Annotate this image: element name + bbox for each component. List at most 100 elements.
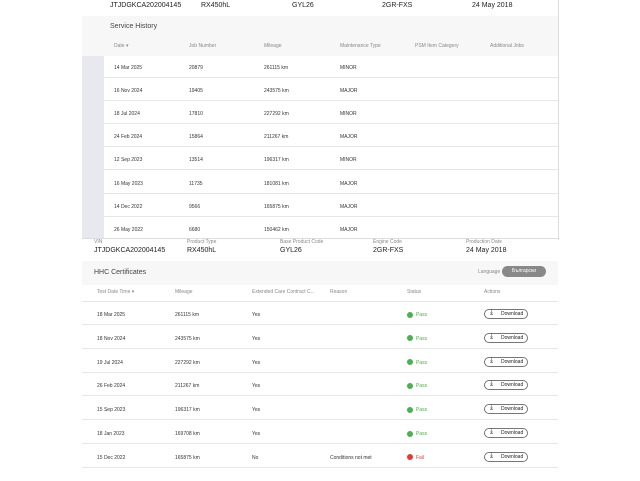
download-button[interactable]: Download — [484, 309, 528, 319]
cell: MINOR — [340, 157, 357, 164]
vehicle-value: JTJDGKCA202004145 — [110, 2, 182, 9]
cell: 9566 — [189, 203, 201, 210]
vehicle-value: GYL26 — [292, 2, 314, 9]
language-label: Language — [478, 269, 501, 275]
row-divider — [104, 215, 558, 217]
download-button[interactable]: Download — [484, 404, 528, 415]
cell: 211267 km — [264, 134, 289, 141]
status-text: Fail — [416, 454, 425, 461]
vehicle-value: 24 May 2018 — [466, 247, 507, 254]
vehicle-value: 2GR-FXS — [373, 247, 404, 254]
cell: 24 Feb 2024 — [114, 134, 143, 141]
cell: Yes — [252, 312, 261, 318]
column-header[interactable]: Date ▾ — [114, 43, 129, 49]
cell: MAJOR — [340, 180, 358, 187]
row-divider — [104, 146, 558, 148]
vehicle-label: Product Type — [187, 239, 217, 245]
row-divider — [82, 347, 558, 349]
cell: 16 Nov 2024 — [114, 88, 143, 95]
cell: 18 Mar 2025 — [97, 312, 126, 318]
cell: Yes — [252, 431, 261, 437]
vehicle-value: 2GR-FXS — [382, 2, 413, 9]
service-history-panel: Service History JTJDGKCA202004145 RX450hL… — [82, 0, 559, 240]
row-divider — [82, 443, 558, 444]
status-icon — [407, 311, 413, 318]
download-button[interactable]: Download — [484, 428, 528, 438]
download-button[interactable]: Download — [484, 380, 528, 391]
status-icon — [407, 382, 413, 389]
status-icon — [407, 359, 413, 366]
column-header: Maintenance Type — [340, 43, 381, 49]
row-divider — [82, 371, 558, 373]
row-divider — [104, 77, 558, 78]
cell: MAJOR — [340, 88, 358, 95]
status-icon — [407, 406, 413, 413]
cell: MAJOR — [340, 203, 358, 210]
vehicle-label: Base Product Code — [280, 239, 324, 245]
column-header: Mileage — [175, 289, 193, 295]
cell: 17810 — [189, 111, 203, 118]
column-header: Job Number — [189, 43, 217, 49]
download-button[interactable]: Download — [484, 356, 528, 367]
cell: 165875 km — [264, 203, 289, 210]
cell: 261115 km — [264, 65, 288, 71]
header-divider — [82, 301, 558, 302]
column-header: Mileage — [264, 43, 282, 49]
vehicle-value: 24 May 2018 — [472, 2, 513, 9]
cell: 261115 km — [175, 312, 199, 318]
cell: No — [252, 454, 259, 461]
cell: 13514 — [189, 157, 203, 164]
vehicle-value: GYL26 — [280, 247, 302, 254]
column-header: Actions — [484, 289, 501, 295]
cell: 19405 — [189, 88, 203, 95]
cell: 26 Feb 2024 — [97, 383, 126, 390]
row-divider — [104, 192, 558, 194]
download-button[interactable]: Download — [484, 332, 528, 343]
cell: MAJOR — [340, 226, 358, 233]
language-toggle[interactable]: Български — [502, 266, 546, 277]
cell: 18 Jan 2023 — [97, 431, 125, 437]
cell: 150462 km — [264, 226, 289, 233]
section-title: HHC Certificates — [94, 269, 147, 276]
status-icon — [407, 335, 413, 342]
status-icon — [407, 430, 413, 437]
cell: 18 Jul 2024 — [114, 111, 140, 118]
status-text: Pass — [416, 312, 428, 318]
cell: 181081 km — [264, 180, 289, 187]
row-divider — [82, 324, 558, 325]
row-divider — [104, 100, 558, 102]
cell: MINOR — [340, 111, 357, 118]
cell: 196317 km — [175, 407, 200, 414]
column-header: Reason — [330, 289, 348, 295]
row-divider — [104, 169, 558, 171]
cell: 15 Dec 2022 — [97, 454, 126, 461]
cell: 15 Sep 2023 — [97, 407, 126, 414]
vehicle-label: Production Date — [466, 239, 502, 245]
cell: MINOR — [340, 65, 357, 71]
vehicle-label: VIN — [94, 239, 103, 245]
status-text: Pass — [416, 359, 428, 366]
section-title: Service History — [110, 23, 158, 30]
cell: 18 Nov 2024 — [97, 335, 126, 342]
row-divider — [82, 395, 558, 397]
vehicle-label: Engine Code — [373, 239, 402, 245]
cell: 20879 — [189, 65, 203, 71]
cell: 11735 — [189, 180, 203, 187]
cell: 16 May 2023 — [114, 180, 143, 187]
cell: Yes — [252, 335, 261, 342]
cell: 227292 km — [264, 111, 289, 118]
row-divider — [104, 123, 558, 125]
column-header: Extended Care Contract C... — [252, 289, 315, 295]
cell: 15864 — [189, 134, 203, 141]
status-icon — [407, 454, 413, 461]
cell: 14 Dec 2022 — [114, 203, 143, 210]
cell: 26 May 2022 — [114, 226, 143, 233]
row-divider — [82, 419, 558, 421]
cell: Yes — [252, 407, 261, 414]
cell: Yes — [252, 359, 261, 366]
cell: 243575 km — [264, 88, 289, 95]
column-header[interactable]: Test Date Time ▾ — [97, 289, 135, 295]
download-button[interactable]: Download — [484, 451, 528, 462]
vehicle-value: JTJDGKCA202004145 — [94, 247, 166, 254]
